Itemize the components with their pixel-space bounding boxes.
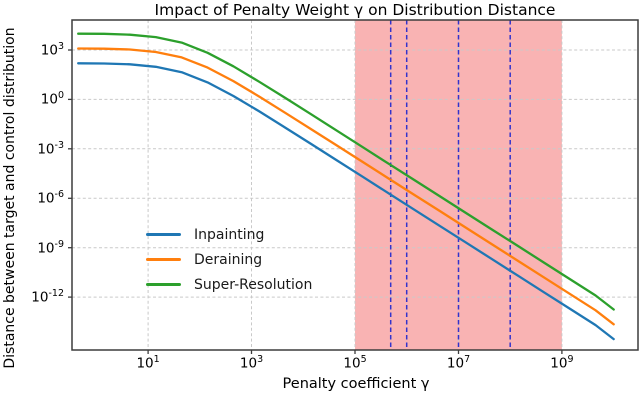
x-tick-label: 101 [136,354,160,372]
y-axis-label: Distance between target and control dist… [2,27,18,369]
series-line-deraining [77,47,615,326]
y-tick-label: 10-3 [37,139,64,158]
legend-label: Deraining [194,251,263,268]
y-tick-label: 100 [40,90,64,108]
x-tick-label: 109 [550,354,574,372]
legend-line-swatch-inpainting [146,233,181,236]
series-line-inpainting [77,62,615,341]
series-line-super-resolution [77,32,615,311]
legend-line-swatch-deraining [146,258,181,261]
legend-label: Super-Resolution [194,276,313,293]
y-tick-label: 10-12 [31,288,64,306]
y-tick-label: 103 [40,41,64,59]
x-tick-label: 105 [343,354,367,372]
legend-line-swatch-super-resolution [146,283,181,286]
legend-item-inpainting: Inpainting [146,222,312,247]
legend: Inpainting Deraining Super-Resolution [146,222,312,297]
legend-item-super-resolution: Super-Resolution [146,272,312,297]
legend-item-deraining: Deraining [146,247,312,272]
chart-title: Impact of Penalty Weight γ on Distributi… [154,1,556,19]
y-tick-label: 10-9 [37,238,64,257]
x-tick-label: 107 [446,354,471,372]
legend-label: Inpainting [194,226,265,243]
plot-frame [71,19,639,351]
y-tick-label: 10-6 [37,189,64,207]
x-axis-label: Penalty coefficient γ [282,376,430,392]
x-tick-label: 103 [239,354,264,372]
